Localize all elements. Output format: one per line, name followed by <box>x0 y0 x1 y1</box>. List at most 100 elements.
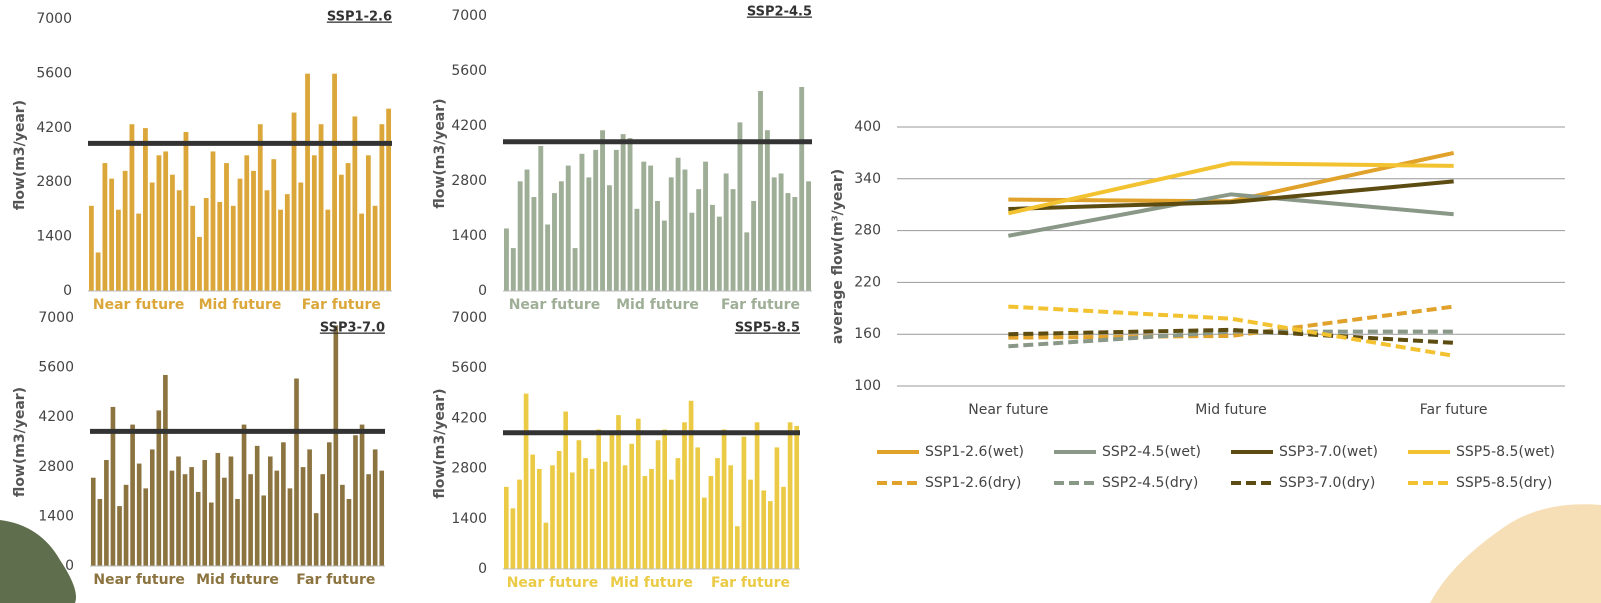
y-tick-label: 7000 <box>451 8 487 24</box>
y-tick-label: 4200 <box>36 120 72 136</box>
y-tick-label: 280 <box>854 223 881 239</box>
bar <box>771 177 776 291</box>
bar <box>799 87 804 291</box>
bar <box>130 424 135 566</box>
y-axis-label: flow(m3/year) <box>12 387 28 497</box>
bar <box>285 194 290 291</box>
bar <box>248 474 253 566</box>
y-tick-label: 1400 <box>38 508 74 524</box>
bar <box>287 488 292 566</box>
bar <box>325 209 330 291</box>
bar <box>781 487 786 569</box>
y-tick-label: 0 <box>478 561 487 577</box>
bar <box>695 447 700 569</box>
y-tick-label: 4200 <box>38 409 74 425</box>
y-tick-label: 5600 <box>451 360 487 376</box>
bar <box>543 522 548 569</box>
bar <box>662 429 667 569</box>
bar <box>123 485 128 566</box>
bar <box>320 474 325 566</box>
bar <box>274 470 279 566</box>
bar <box>209 502 214 566</box>
bar <box>550 465 555 569</box>
bar <box>504 228 509 291</box>
bar <box>170 174 175 291</box>
bar <box>258 124 263 291</box>
x-category-label: Far future <box>711 575 790 591</box>
bar <box>556 451 561 569</box>
y-tick-label: 1400 <box>451 511 487 527</box>
bar <box>708 476 713 569</box>
bar <box>150 449 155 566</box>
legend-label: SSP3-7.0(dry) <box>1279 475 1375 491</box>
bar <box>614 150 619 291</box>
bar <box>596 429 601 569</box>
y-tick-label: 100 <box>854 378 881 394</box>
y-tick-label: 5600 <box>38 360 74 376</box>
bar <box>305 73 310 291</box>
legend-label: SSP5-8.5(dry) <box>1456 475 1552 491</box>
bar <box>359 213 364 291</box>
bar <box>579 154 584 292</box>
chart-title: SSP3-7.0 <box>320 321 385 336</box>
bar <box>176 456 181 566</box>
bar <box>593 150 598 291</box>
bar <box>642 476 647 569</box>
bar <box>622 465 627 569</box>
bar <box>583 458 588 569</box>
bar <box>717 216 722 291</box>
bar <box>196 492 201 566</box>
bar <box>751 201 756 291</box>
bar <box>609 433 614 569</box>
chart-title: SSP1-2.6 <box>327 10 392 25</box>
bar <box>517 479 522 569</box>
bar <box>511 248 516 291</box>
y-tick-label: 4200 <box>451 410 487 426</box>
x-category-label: Near future <box>509 297 601 313</box>
bar <box>104 460 109 566</box>
bar <box>202 460 207 566</box>
bar <box>241 424 246 566</box>
bar <box>728 465 733 569</box>
legend-label: SSP3-7.0(wet) <box>1279 444 1378 460</box>
bar <box>366 155 371 291</box>
bar <box>576 440 581 569</box>
bar <box>190 206 195 291</box>
bar <box>792 197 797 291</box>
bar <box>603 461 608 569</box>
bar <box>346 499 351 566</box>
bar <box>386 108 391 291</box>
legend-label: SSP2-4.5(dry) <box>1102 475 1198 491</box>
bar <box>689 212 694 291</box>
x-category-label: Mid future <box>616 297 699 313</box>
bar <box>298 182 303 291</box>
y-tick-label: 5600 <box>36 65 72 81</box>
bar <box>143 488 148 566</box>
bar <box>237 178 242 291</box>
bar <box>264 190 269 291</box>
y-axis-label: flow(m3/year) <box>12 100 28 210</box>
bar <box>735 526 740 569</box>
bar <box>271 159 276 291</box>
bar <box>222 477 227 566</box>
legend-label: SSP1-2.6(wet) <box>925 444 1024 460</box>
bar <box>318 124 323 291</box>
y-tick-label: 7000 <box>38 310 74 326</box>
bar <box>91 477 96 566</box>
bar <box>531 197 536 291</box>
bar <box>504 487 509 569</box>
bar <box>182 474 187 566</box>
bar <box>761 490 766 569</box>
bar <box>312 155 317 291</box>
y-tick-label: 1400 <box>36 229 72 245</box>
x-category-label: Near future <box>93 297 185 313</box>
bar <box>668 177 673 291</box>
bar <box>255 446 260 566</box>
bar <box>787 422 792 569</box>
bar <box>710 205 715 291</box>
bar <box>224 163 229 291</box>
bar <box>278 209 283 291</box>
bar <box>655 201 660 291</box>
bar <box>261 495 266 566</box>
bar <box>537 469 542 569</box>
